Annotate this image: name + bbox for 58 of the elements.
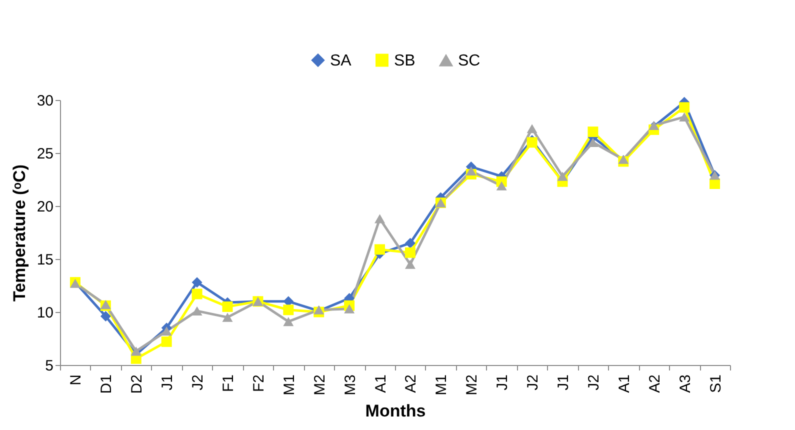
x-tick-label: M1 — [280, 374, 298, 396]
legend-label: SB — [394, 52, 416, 70]
point — [222, 301, 233, 312]
point — [404, 247, 416, 258]
x-tick-label: J1 — [159, 374, 176, 390]
x-tick-label: A2 — [646, 374, 664, 393]
point — [679, 112, 690, 122]
point — [192, 306, 202, 316]
point — [557, 172, 568, 181]
point — [374, 214, 386, 224]
point — [526, 124, 538, 134]
x-tick-label: A1 — [372, 374, 390, 393]
x-tick-label: N — [68, 374, 85, 386]
point — [374, 244, 386, 255]
x-tick-label: F1 — [220, 374, 237, 392]
x-tick-label: A1 — [616, 374, 633, 393]
point — [679, 102, 690, 113]
x-tick-label: M1 — [433, 374, 450, 396]
point — [283, 304, 294, 316]
point — [496, 181, 507, 190]
x-tick-label: A3 — [676, 374, 694, 393]
x-tick-label: A2 — [402, 374, 420, 393]
x-axis-title: Months — [365, 401, 426, 420]
x-tick-label: J2 — [524, 374, 542, 390]
x-tick-label: F2 — [250, 374, 268, 392]
x-tick-label: J1 — [555, 374, 572, 390]
legend-label: SC — [458, 52, 480, 70]
point — [588, 138, 598, 147]
legend-label: SA — [330, 52, 352, 70]
point — [100, 310, 111, 322]
x-tick-label: S1 — [707, 374, 724, 393]
x-tick-label: M2 — [311, 374, 328, 396]
y-tick-label: 10 — [36, 304, 54, 322]
point — [161, 336, 172, 347]
point — [192, 288, 202, 300]
point — [344, 304, 355, 314]
point — [192, 277, 202, 288]
x-tick-label: D1 — [98, 374, 116, 394]
point — [130, 346, 142, 356]
x-tick-label: J1 — [494, 374, 512, 390]
x-tick-label: M3 — [342, 374, 359, 396]
x-tick-label: D2 — [128, 374, 146, 394]
point — [222, 312, 233, 322]
x-tick-label: J2 — [190, 374, 207, 390]
y-tick-label: 15 — [36, 252, 54, 268]
x-tick-label: J2 — [585, 374, 602, 390]
y-tick-label: 25 — [36, 146, 54, 162]
point — [404, 238, 416, 248]
y-tick-label: 20 — [36, 198, 54, 216]
y-tick-label: 30 — [36, 92, 54, 110]
point — [466, 166, 476, 176]
x-tick-label: M2 — [464, 374, 481, 396]
point — [283, 317, 294, 326]
point — [161, 326, 172, 336]
point — [588, 126, 598, 138]
point — [404, 260, 416, 269]
y-tick-label: 5 — [45, 358, 54, 374]
y-axis-title: Temperature (ᵒC) — [10, 164, 29, 302]
